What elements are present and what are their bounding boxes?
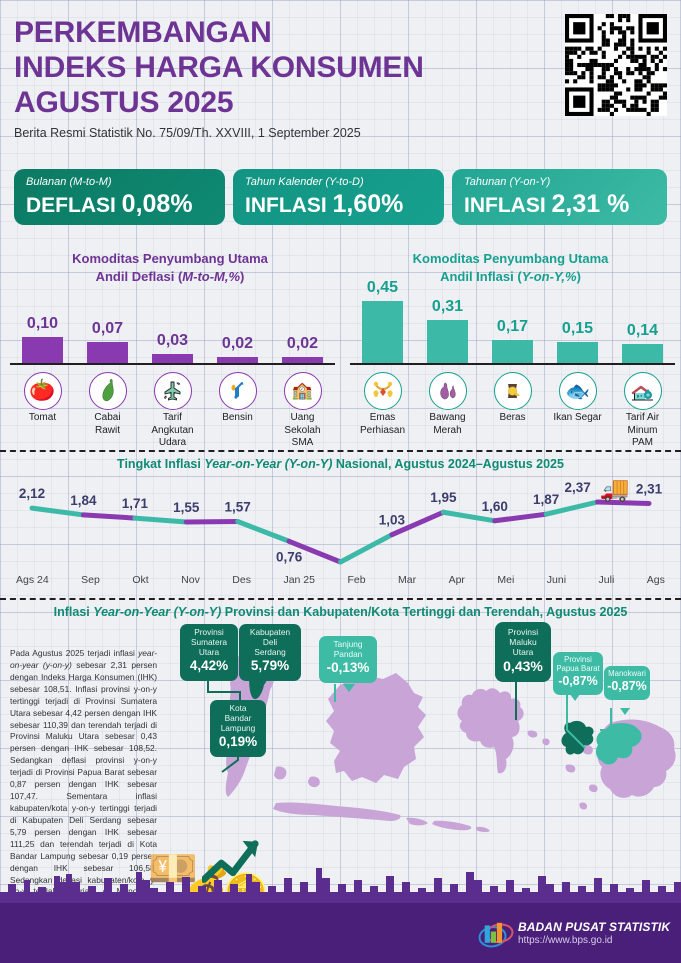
svg-text:-0,09: -0,09 bbox=[325, 570, 356, 572]
svg-text:2,12: 2,12 bbox=[19, 486, 45, 501]
svg-text:2,31: 2,31 bbox=[636, 481, 663, 496]
svg-text:1,60: 1,60 bbox=[482, 499, 508, 514]
svg-text:1,55: 1,55 bbox=[173, 500, 200, 515]
svg-text:0,76: 0,76 bbox=[276, 549, 303, 564]
svg-text:1,84: 1,84 bbox=[70, 493, 97, 508]
svg-text:2,37: 2,37 bbox=[564, 480, 590, 495]
svg-text:1,57: 1,57 bbox=[225, 500, 251, 515]
svg-text:1,87: 1,87 bbox=[533, 492, 559, 507]
svg-text:1,71: 1,71 bbox=[122, 496, 149, 511]
svg-text:1,95: 1,95 bbox=[430, 490, 457, 505]
svg-text:1,03: 1,03 bbox=[379, 513, 406, 528]
